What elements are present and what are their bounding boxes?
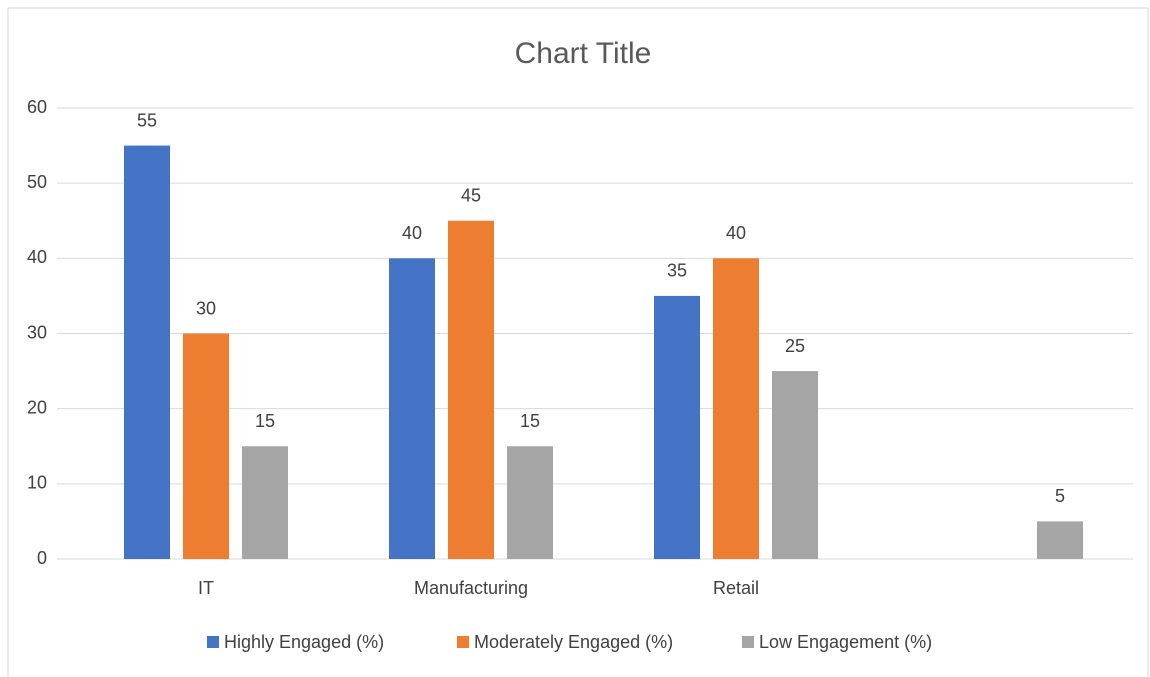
data-label: 55	[137, 110, 157, 130]
legend-swatch	[457, 636, 469, 648]
y-tick-label: 50	[27, 172, 47, 192]
legend-label: Highly Engaged (%)	[224, 632, 384, 652]
data-label: 15	[255, 411, 275, 431]
bar	[654, 295, 700, 559]
bar	[183, 333, 229, 559]
x-tick-label: Retail	[713, 578, 759, 598]
y-tick-label: 40	[27, 247, 47, 267]
bar	[124, 145, 170, 560]
bar	[772, 371, 818, 559]
legend-label: Moderately Engaged (%)	[474, 632, 673, 652]
data-label: 45	[461, 186, 481, 206]
bar	[389, 258, 435, 559]
y-tick-label: 30	[27, 322, 47, 342]
legend-swatch	[207, 636, 219, 648]
data-label: 40	[726, 223, 746, 243]
x-tick-label: IT	[198, 578, 214, 598]
y-tick-label: 20	[27, 397, 47, 417]
y-tick-label: 10	[27, 473, 47, 493]
y-tick-label: 0	[37, 548, 47, 568]
bar	[713, 258, 759, 559]
bar	[1037, 521, 1083, 559]
bar	[448, 220, 494, 559]
data-label: 25	[785, 336, 805, 356]
x-tick-label: Manufacturing	[414, 578, 528, 598]
data-label: 40	[402, 223, 422, 243]
bar	[507, 446, 553, 559]
data-label: 30	[196, 298, 216, 318]
data-label: 35	[667, 261, 687, 281]
legend-swatch	[742, 636, 754, 648]
bar	[242, 446, 288, 559]
y-tick-label: 60	[27, 97, 47, 117]
data-label: 5	[1055, 486, 1065, 506]
legend-label: Low Engagement (%)	[759, 632, 932, 652]
chart-title: Chart Title	[515, 37, 652, 70]
data-label: 15	[520, 411, 540, 431]
